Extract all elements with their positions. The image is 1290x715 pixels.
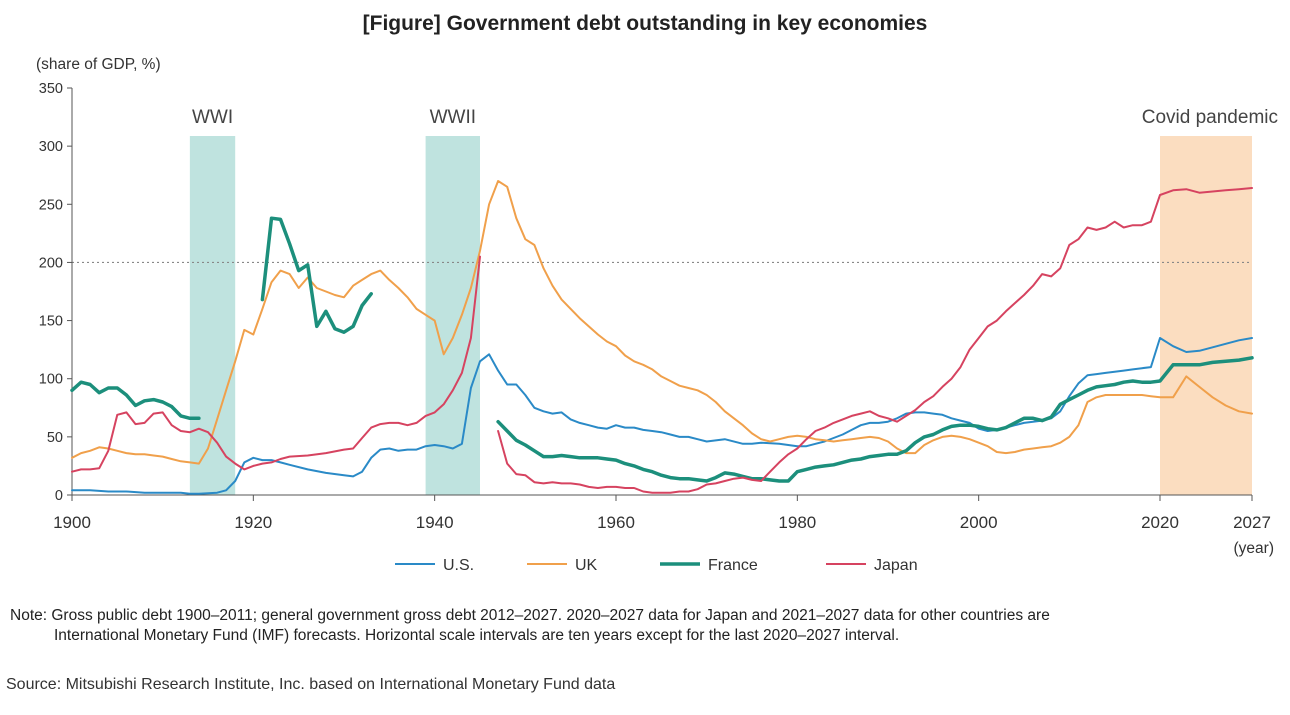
y-tick-label-100: 100: [39, 372, 63, 388]
x-tick-label-2000: 2000: [960, 513, 998, 532]
chart-svg: WWI WWII Covid pandemic 0 50 100 150 200 250 300…: [36, 56, 1278, 574]
note-line-1: Note: Gross public debt 1900–2011; gener…: [10, 607, 1050, 624]
shaded-periods: WWI WWII Covid pandemic: [189, 107, 1278, 495]
series-line-uk-0: [71, 180, 1253, 465]
series-line-japan-0: [71, 255, 481, 473]
shaded-period-0: [189, 136, 236, 495]
series-layer: [70, 180, 1254, 495]
series-line-france-1: [260, 216, 373, 334]
shaded-period-label-1: WWII: [430, 107, 476, 128]
x-tick-label-2020: 2020: [1141, 513, 1179, 532]
shaded-period-2: [1160, 136, 1252, 495]
legend-label-2: France: [708, 557, 758, 574]
series-line-us-0: [71, 337, 1253, 495]
y-tick-label-200: 200: [39, 255, 63, 271]
chart-title: [Figure] Government debt outstanding in …: [362, 12, 928, 35]
x-tick-label-1920: 1920: [234, 513, 272, 532]
legend-label-1: UK: [575, 557, 598, 574]
series-line-japan-1: [497, 187, 1253, 494]
note-line-2: International Monetary Fund (IMF) foreca…: [54, 627, 900, 644]
x-tick-label-1940: 1940: [416, 513, 454, 532]
series-line-france-2: [496, 356, 1254, 483]
axes: 0 50 100 150 200 250 300 350 1900 1920 1940 1960 198…: [39, 81, 1271, 532]
legend-label-0: U.S.: [443, 557, 474, 574]
legend: U.S. UK France Japan: [395, 557, 918, 574]
legend-label-3: Japan: [874, 557, 918, 574]
note: Note: Gross public debt 1900–2011; gener…: [10, 606, 1280, 646]
shaded-period-1: [425, 136, 480, 495]
x-tick-label-1980: 1980: [778, 513, 816, 532]
y-tick-label-150: 150: [39, 314, 63, 330]
y-tick-label-300: 300: [39, 139, 63, 155]
x-axis-label: (year): [1234, 540, 1274, 557]
y-tick-label-250: 250: [39, 197, 63, 213]
x-tick-label-2027: 2027: [1233, 513, 1271, 532]
y-tick-label-350: 350: [39, 81, 63, 97]
series-line-france-0: [70, 380, 201, 421]
y-axis-label: (share of GDP, %): [36, 56, 161, 73]
x-tick-label-1900: 1900: [53, 513, 91, 532]
shaded-period-label-2: Covid pandemic: [1142, 107, 1278, 128]
y-tick-label-50: 50: [47, 430, 63, 446]
source: Source: Mitsubishi Research Institute, I…: [6, 676, 616, 693]
x-tick-label-1960: 1960: [597, 513, 635, 532]
y-tick-label-0: 0: [55, 488, 63, 504]
shaded-period-label-0: WWI: [192, 107, 233, 128]
